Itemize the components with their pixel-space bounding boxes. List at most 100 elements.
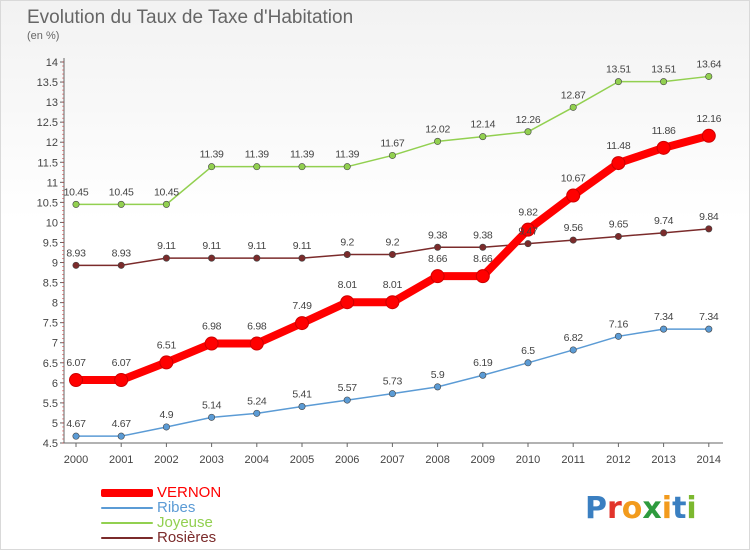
y-tick-label: 10: [46, 217, 58, 229]
data-label: 10.45: [109, 186, 134, 198]
data-point: [208, 413, 216, 421]
data-point: [253, 254, 261, 262]
data-point: [660, 325, 668, 333]
logo-letter: o: [621, 491, 643, 526]
data-point: [434, 243, 442, 251]
data-label: 11.67: [380, 137, 404, 149]
data-label: 5.9: [431, 369, 445, 381]
data-point: [208, 254, 216, 262]
data-point: [162, 254, 170, 262]
data-point: [569, 236, 577, 244]
data-label: 12.87: [561, 89, 586, 101]
data-point: [388, 390, 396, 398]
data-point: [114, 373, 129, 388]
logo-letter: i: [661, 491, 673, 526]
legend-swatch: [101, 521, 153, 524]
data-point: [72, 261, 80, 269]
legend-label: VERNON: [157, 484, 222, 501]
data-label: 9.47: [518, 226, 538, 238]
data-point: [660, 78, 668, 86]
y-tick-label: 13.5: [37, 77, 58, 89]
data-point: [434, 383, 442, 391]
data-point: [340, 295, 355, 310]
data-label: 4.9: [160, 409, 174, 421]
data-label: 5.41: [292, 389, 312, 401]
data-point: [524, 240, 532, 248]
data-point: [656, 140, 671, 155]
legend: VERNON Ribes Joyeuse Rosières: [101, 485, 221, 545]
data-point: [343, 251, 351, 259]
x-tick-label: 2010: [516, 454, 540, 466]
x-tick-label: 2013: [651, 454, 675, 466]
x-tick-label: 2000: [64, 454, 88, 466]
data-label: 4.67: [112, 418, 132, 430]
legend-swatch: [101, 488, 153, 497]
data-label: 5.14: [202, 399, 222, 411]
data-label: 6.07: [112, 357, 132, 369]
data-point: [343, 396, 351, 404]
data-label: 12.14: [470, 119, 495, 131]
logo-letter: P: [585, 491, 607, 526]
y-tick-label: 4.5: [43, 438, 58, 450]
data-point: [298, 163, 306, 171]
x-tick-label: 2007: [380, 454, 404, 466]
data-point: [298, 403, 306, 411]
data-point: [614, 78, 622, 86]
y-tick-label: 8: [52, 298, 58, 310]
data-label: 6.5: [521, 345, 535, 357]
data-point: [162, 200, 170, 208]
data-label: 9.38: [473, 229, 493, 241]
data-label: 8.93: [112, 247, 132, 259]
data-point: [388, 151, 396, 159]
data-label: 8.01: [338, 279, 358, 291]
logo-letter: i: [686, 491, 697, 526]
legend-item-vernon: VERNON: [101, 485, 221, 500]
data-label: 8.01: [383, 279, 403, 291]
data-point: [569, 346, 577, 354]
chart-title: Evolution du Taux de Taxe d'Habitation: [27, 7, 354, 28]
data-label: 10.45: [64, 186, 89, 198]
y-tick-label: 11.5: [37, 157, 58, 169]
y-tick-label: 5.5: [43, 398, 58, 410]
data-point: [295, 316, 309, 331]
data-label: 9.65: [609, 218, 629, 230]
data-label: 5.24: [247, 395, 267, 407]
data-label: 7.34: [699, 311, 719, 323]
y-tick-label: 9: [52, 258, 58, 270]
data-point: [611, 156, 626, 171]
legend-label: Rosières: [157, 529, 217, 546]
logo-letter: t: [672, 491, 687, 526]
data-label: 9.84: [699, 211, 719, 223]
legend-label: Joyeuse: [157, 514, 213, 531]
data-label: 6.51: [157, 339, 177, 351]
x-tick-label: 2001: [109, 454, 133, 466]
data-point: [701, 128, 716, 143]
legend-item-joyeuse: Joyeuse: [101, 515, 221, 530]
data-label: 9.11: [293, 240, 312, 252]
y-tick-label: 13: [46, 97, 58, 109]
data-point: [117, 432, 125, 440]
data-point: [117, 200, 125, 208]
data-point: [159, 355, 174, 370]
x-tick-label: 2012: [606, 454, 630, 466]
data-point: [343, 163, 351, 171]
y-tick-label: 14: [46, 57, 58, 69]
data-label: 9.11: [248, 240, 267, 252]
y-tick-label: 11: [47, 177, 58, 189]
legend-swatch: [101, 506, 153, 509]
y-tick-label: 7: [52, 338, 58, 350]
chart-axes: 4.5 5 5.5 6 6.5 7 7.5 8 8.5 9 9.5 10 10.5 11 11.5 12 12.…: [37, 57, 723, 466]
data-label: 9.11: [202, 240, 221, 252]
data-label: 8.66: [428, 253, 448, 265]
x-tick-label: 2011: [561, 454, 585, 466]
logo-letter: r: [607, 491, 622, 526]
data-point: [521, 222, 535, 237]
data-point: [475, 269, 490, 284]
data-point: [253, 409, 261, 417]
data-point: [524, 128, 532, 136]
legend-item-rosières: Rosières: [101, 530, 221, 545]
data-point: [249, 336, 264, 351]
data-label: 7.16: [609, 318, 629, 330]
data-label: 9.56: [564, 222, 584, 234]
